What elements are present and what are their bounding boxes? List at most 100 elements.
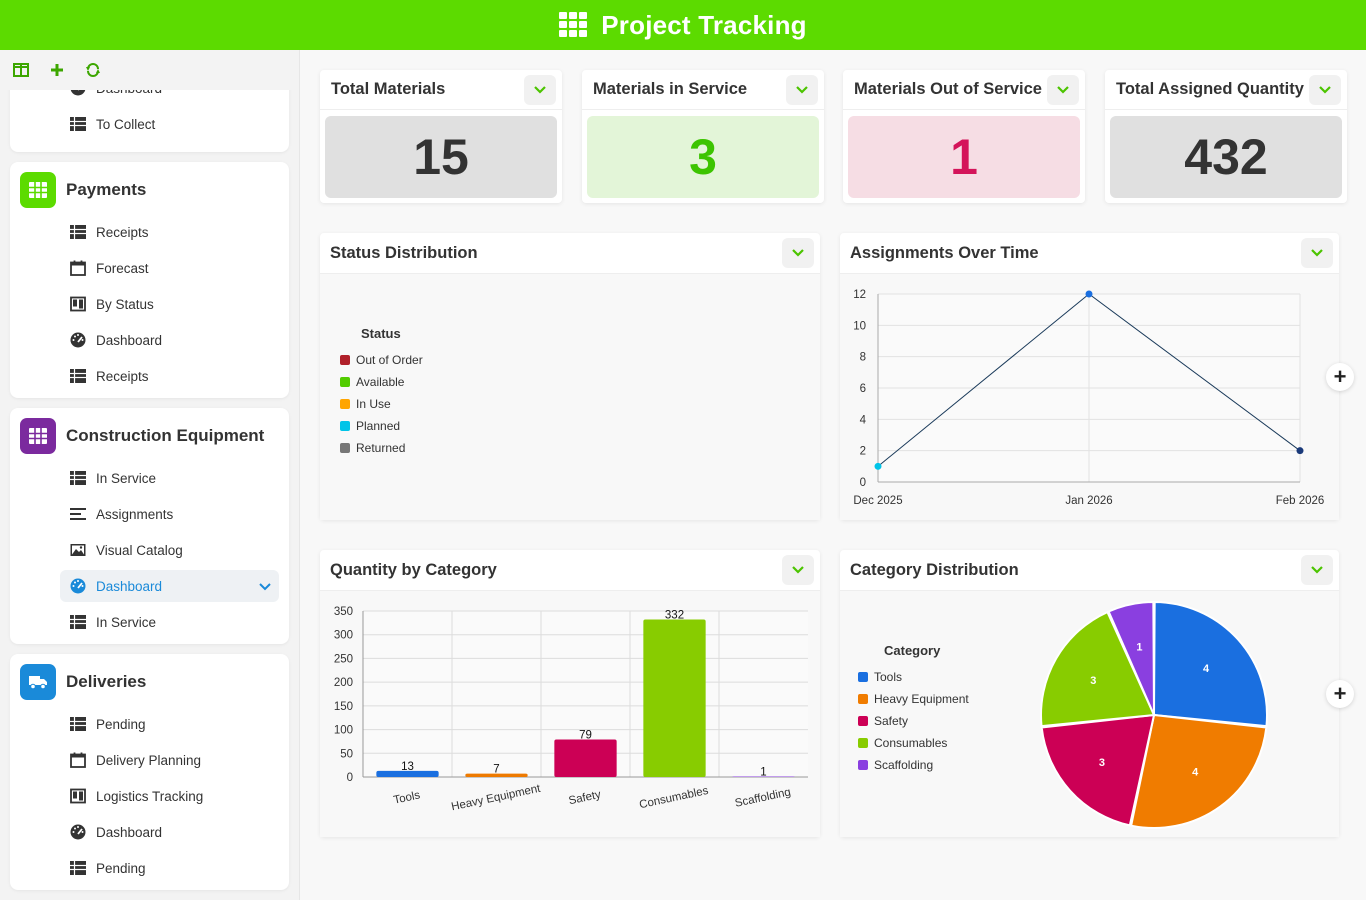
kpi-title: Materials in Service xyxy=(593,80,748,98)
slice-label: 4 xyxy=(1203,663,1210,675)
sidebar-item-label: Logistics Tracking xyxy=(96,788,204,804)
add-widget-button[interactable]: + xyxy=(1326,680,1354,708)
panel-icon[interactable] xyxy=(12,61,30,79)
assignments-line-chart: 0 2 4 6 8 10 12 Dec 2025 Jan 2026 Feb 2026 xyxy=(853,289,1325,507)
legend-item[interactable]: Consumables xyxy=(858,732,969,754)
legend-item[interactable]: Safety xyxy=(858,710,969,732)
legend-swatch xyxy=(858,694,868,704)
kpi-value: 3 xyxy=(689,129,717,185)
x-tick-label: Safety xyxy=(568,789,603,808)
chevron-down-icon[interactable] xyxy=(782,555,814,585)
sidebar-item-receipts-2[interactable]: Receipts xyxy=(60,360,279,392)
pie-slice xyxy=(1129,713,1268,829)
kpi-value: 1 xyxy=(950,129,978,185)
legend-item[interactable]: Returned xyxy=(340,437,423,459)
y-tick-label: 350 xyxy=(334,606,353,618)
legend-item[interactable]: Scaffolding xyxy=(858,754,969,776)
legend-item[interactable]: Heavy Equipment xyxy=(858,688,969,710)
sidebar-item-dashboard[interactable]: Dashboard xyxy=(60,324,279,356)
legend-item[interactable]: Available xyxy=(340,371,423,393)
kpi-title: Materials Out of Service xyxy=(854,80,1042,98)
table-icon xyxy=(70,368,86,384)
panel-title: Status Distribution xyxy=(330,243,478,262)
legend-swatch xyxy=(858,672,868,682)
y-tick-label: 4 xyxy=(860,414,867,426)
data-point xyxy=(1085,290,1093,298)
sidebar-item-label: Pending xyxy=(96,716,146,732)
legend-label: Available xyxy=(356,375,405,389)
x-tick-label: Feb 2026 xyxy=(1276,495,1325,507)
legend-swatch xyxy=(340,421,350,431)
legend-label: Out of Order xyxy=(356,353,423,367)
refresh-icon[interactable] xyxy=(84,61,102,79)
bar-value-label: 79 xyxy=(579,730,592,742)
sidebar-item-label: Assignments xyxy=(96,506,174,522)
sidebar-item-label: Delivery Planning xyxy=(96,752,202,768)
chevron-down-icon[interactable] xyxy=(786,75,818,105)
sidebar-item-label: Receipts xyxy=(96,224,149,240)
sidebar-item-forecast[interactable]: Forecast xyxy=(60,252,279,284)
section-title[interactable]: Construction Equipment xyxy=(66,426,265,445)
truck-icon xyxy=(20,664,56,700)
sidebar-item-receipts[interactable]: Receipts xyxy=(60,216,279,248)
legend-item[interactable]: Planned xyxy=(340,415,423,437)
kpi-value-box: 432 xyxy=(1110,116,1342,198)
legend-swatch xyxy=(858,738,868,748)
chevron-down-icon[interactable] xyxy=(524,75,556,105)
chevron-down-icon[interactable] xyxy=(259,579,271,594)
sidebar-item-pending-2[interactable]: Pending xyxy=(60,852,279,884)
section-title[interactable]: Payments xyxy=(66,180,147,199)
chevron-down-icon[interactable] xyxy=(1047,75,1079,105)
sidebar-item-to-collect[interactable]: To Collect xyxy=(60,108,279,140)
kpi-value: 432 xyxy=(1184,129,1268,185)
kpi-materials-in-service: Materials in Service 3 xyxy=(582,70,824,203)
table-icon xyxy=(70,716,86,732)
x-tick-label: Heavy Equipment xyxy=(450,783,542,814)
sidebar-item-label: Forecast xyxy=(96,260,149,276)
sidebar-item-by-status[interactable]: By Status xyxy=(60,288,279,320)
sidebar-item-assignments[interactable]: Assignments xyxy=(60,498,279,530)
legend-label: Heavy Equipment xyxy=(874,692,969,706)
y-tick-label: 250 xyxy=(334,653,353,665)
add-widget-button[interactable]: + xyxy=(1326,363,1354,391)
sidebar-item-label: Dashboard xyxy=(96,824,163,840)
grid-icon xyxy=(20,418,56,454)
sidebar-item-pending[interactable]: Pending xyxy=(60,708,279,740)
calendar-icon xyxy=(70,260,86,276)
legend-swatch xyxy=(858,760,868,770)
table-icon xyxy=(70,116,86,132)
legend-item[interactable]: Out of Order xyxy=(340,349,423,371)
bar-value-label: 1 xyxy=(760,767,766,779)
sidebar-item-in-service[interactable]: In Service xyxy=(60,462,279,494)
sidebar-toolbar xyxy=(0,50,299,90)
sidebar-item-dashboard-active[interactable]: Dashboard xyxy=(60,570,279,602)
legend-item[interactable]: In Use xyxy=(340,393,423,415)
legend-item[interactable]: Tools xyxy=(858,666,969,688)
legend-label: Safety xyxy=(874,714,909,728)
bar xyxy=(465,773,528,777)
sidebar-item-visual-catalog[interactable]: Visual Catalog xyxy=(60,534,279,566)
y-tick-label: 10 xyxy=(853,320,866,332)
app-title: Project Tracking xyxy=(601,9,807,40)
data-point xyxy=(1296,447,1304,455)
sidebar-item-in-service-2[interactable]: In Service xyxy=(60,606,279,638)
sidebar-item-dashboard[interactable]: Dashboard xyxy=(60,816,279,848)
sidebar-item-label: In Service xyxy=(96,614,157,630)
slice-label: 3 xyxy=(1090,675,1096,687)
legend-swatch xyxy=(340,399,350,409)
legend-swatch xyxy=(340,377,350,387)
chevron-down-icon[interactable] xyxy=(1301,555,1333,585)
sidebar-item-label: Dashboard xyxy=(96,578,163,594)
kpi-value: 15 xyxy=(413,129,469,185)
sidebar-item-logistics-tracking[interactable]: Logistics Tracking xyxy=(60,780,279,812)
slice-label: 4 xyxy=(1192,767,1199,779)
chevron-down-icon[interactable] xyxy=(1309,75,1341,105)
add-icon[interactable] xyxy=(48,61,66,79)
legend-title: Status xyxy=(361,326,401,341)
section-title[interactable]: Deliveries xyxy=(66,672,147,691)
gauge-icon xyxy=(70,824,86,840)
sidebar-item-label: Dashboard xyxy=(96,332,163,348)
sidebar-item-delivery-planning[interactable]: Delivery Planning xyxy=(60,744,279,776)
chevron-down-icon[interactable] xyxy=(782,238,814,268)
chevron-down-icon[interactable] xyxy=(1301,238,1333,268)
